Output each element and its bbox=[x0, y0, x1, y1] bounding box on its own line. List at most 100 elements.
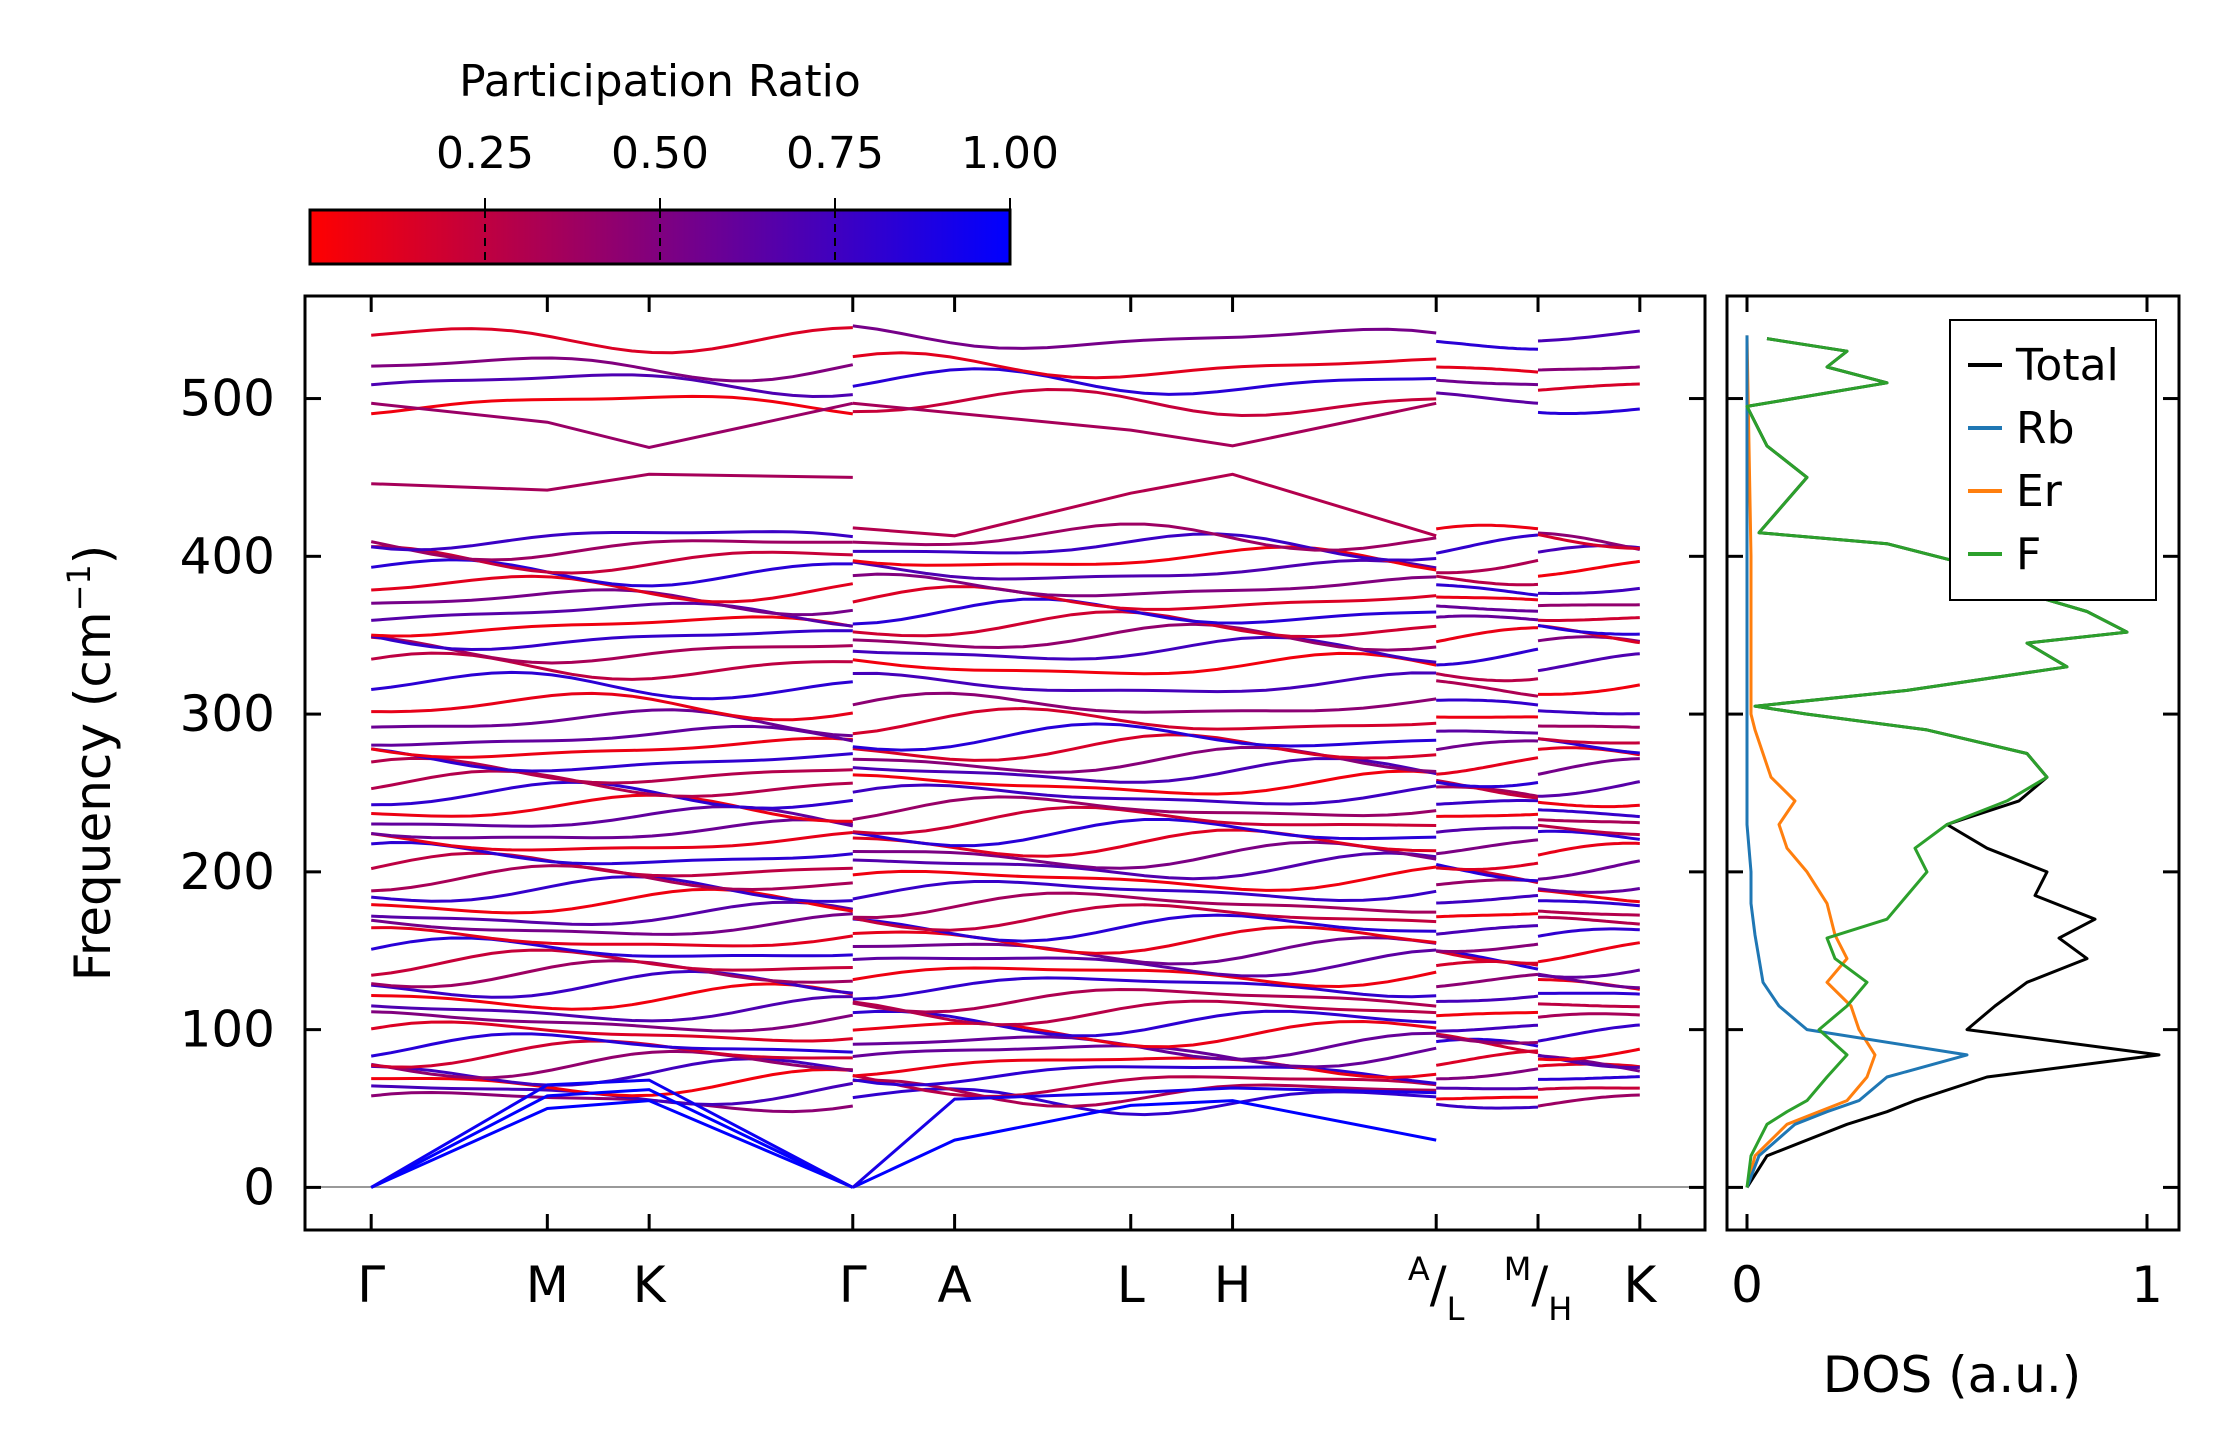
phonon-band bbox=[1537, 915, 1640, 926]
phonon-band bbox=[852, 966, 1437, 989]
phonon-band bbox=[1537, 1023, 1640, 1043]
phonon-band bbox=[852, 597, 1437, 626]
phonon-band bbox=[1537, 823, 1640, 837]
phonon-band bbox=[371, 747, 853, 773]
phonon-band bbox=[371, 926, 854, 948]
phonon-band bbox=[371, 995, 853, 1023]
phonon-band bbox=[371, 373, 853, 399]
phonon-band bbox=[1435, 533, 1539, 555]
band-ytick-label: 500 bbox=[180, 370, 275, 428]
phonon-band bbox=[852, 351, 1437, 380]
phonon-band bbox=[371, 756, 853, 785]
phonon-band bbox=[852, 671, 1437, 694]
phonon-band bbox=[371, 326, 853, 355]
phonon-band bbox=[1537, 603, 1640, 608]
phonon-band bbox=[1436, 972, 1539, 989]
kpoint-label: K bbox=[1623, 1256, 1657, 1314]
dos-xtick-label: 1 bbox=[2131, 1256, 2163, 1314]
phonon-band bbox=[852, 880, 1437, 903]
phonon-band bbox=[1436, 391, 1539, 405]
phonon-band bbox=[1436, 339, 1539, 351]
phonon-band bbox=[852, 795, 1437, 821]
dos-plot-frame bbox=[1725, 294, 2181, 1232]
phonon-band bbox=[852, 585, 1437, 611]
phonon-band bbox=[1537, 737, 1640, 745]
phonon-band bbox=[371, 887, 854, 915]
kpoint-label: A bbox=[937, 1256, 971, 1314]
phonon-band bbox=[371, 691, 854, 722]
phonon-band bbox=[1537, 859, 1641, 881]
phonon-band bbox=[371, 1010, 854, 1033]
colorbar-tick-label: 0.75 bbox=[786, 128, 884, 179]
phonon-band bbox=[371, 900, 854, 927]
band-structure-panel: 0 100 200 300 400 500 Γ M K Γ A L H A/L M/H K Frequenc… bbox=[60, 294, 1707, 1328]
phonon-band bbox=[1436, 994, 1539, 1003]
phonon-band bbox=[370, 851, 853, 878]
phonon-band-acoustic-3 bbox=[370, 1078, 854, 1189]
phonon-band bbox=[1538, 683, 1641, 696]
phonon-band bbox=[1436, 378, 1539, 387]
phonon-band bbox=[852, 1065, 1437, 1087]
phonon-band bbox=[371, 948, 853, 977]
phonon-band bbox=[852, 1009, 1437, 1038]
phonon-band bbox=[371, 530, 853, 552]
phonon-band bbox=[371, 875, 853, 903]
phonon-band bbox=[371, 588, 853, 617]
phonon-band bbox=[371, 1067, 853, 1098]
phonon-band bbox=[1537, 780, 1641, 798]
phonon-band-acoustic-4 bbox=[852, 1099, 1437, 1189]
phonon-band bbox=[1537, 1002, 1640, 1009]
phonon-band bbox=[1537, 800, 1640, 809]
phonon-band bbox=[1436, 756, 1539, 776]
phonon-band bbox=[1435, 1049, 1539, 1067]
phonon-band bbox=[371, 780, 853, 810]
phonon-band bbox=[1436, 838, 1539, 856]
phonon-band bbox=[852, 999, 1437, 1027]
phonon-band bbox=[852, 745, 1437, 774]
phonon-band bbox=[370, 1020, 853, 1043]
band-plot-frame bbox=[303, 294, 1707, 1232]
phonon-band bbox=[1436, 861, 1539, 871]
kpoint-label: A/L bbox=[1408, 1250, 1465, 1328]
legend-entry-label: F bbox=[2016, 529, 2041, 580]
phonon-band bbox=[1436, 924, 1539, 936]
phonon-band bbox=[1435, 949, 1539, 965]
phonon-band bbox=[1435, 523, 1539, 531]
phonon-band bbox=[1537, 533, 1640, 550]
phonon-band bbox=[1537, 1012, 1640, 1019]
phonon-band bbox=[852, 532, 1437, 562]
phonon-band bbox=[1436, 558, 1539, 575]
phonon-band bbox=[1436, 729, 1539, 735]
phonon-band bbox=[852, 891, 1437, 920]
phonon-band bbox=[1537, 757, 1640, 776]
phonon-band bbox=[1537, 329, 1640, 343]
phonon-band bbox=[1436, 1095, 1539, 1101]
phonon-band bbox=[852, 1019, 1437, 1049]
phonon-band bbox=[852, 622, 1437, 652]
phonon-band bbox=[1537, 909, 1640, 917]
phonon-band bbox=[1435, 780, 1539, 789]
phonon-band bbox=[370, 651, 853, 681]
phonon-band bbox=[1537, 624, 1640, 636]
phonon-band bbox=[1537, 808, 1640, 819]
phonon-band-band-470-b bbox=[852, 401, 1437, 448]
kpoint-label: L bbox=[1117, 1256, 1145, 1314]
phonon-band bbox=[852, 783, 1437, 806]
phonon-band bbox=[1436, 812, 1539, 818]
band-ytick-label: 300 bbox=[180, 685, 275, 743]
colorbar-tick-label: 1.00 bbox=[961, 128, 1059, 179]
phonon-band bbox=[370, 1032, 853, 1058]
phonon-band bbox=[371, 545, 853, 575]
phonon-band bbox=[1436, 595, 1539, 602]
phonon-band bbox=[852, 913, 1437, 943]
phonon-band bbox=[852, 572, 1437, 598]
phonon-band bbox=[1538, 1075, 1640, 1081]
phonon-band bbox=[1538, 991, 1640, 996]
phonon-band bbox=[1537, 365, 1640, 372]
phonon-band bbox=[371, 574, 854, 604]
phonon-band bbox=[852, 851, 1437, 881]
phonon-band bbox=[370, 769, 853, 798]
colorbar-tick-label: 0.50 bbox=[611, 128, 709, 179]
phonon-band bbox=[1436, 604, 1539, 613]
phonon-band bbox=[1537, 887, 1641, 894]
